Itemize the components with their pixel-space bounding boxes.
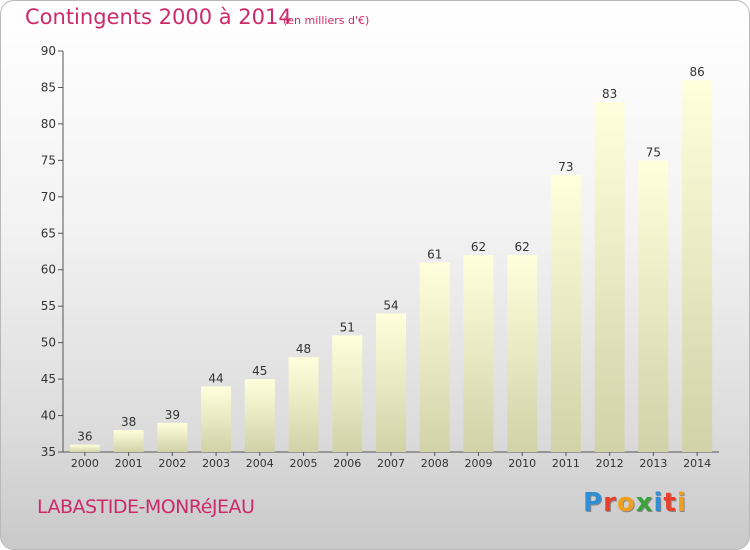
y-tick-label: 75 [41, 153, 56, 167]
x-tick-label: 2010 [508, 457, 536, 470]
x-tick-label: 2007 [377, 457, 405, 470]
data-label-2000: 36 [77, 430, 92, 444]
bar-2001 [113, 430, 144, 452]
data-label-2005: 48 [296, 342, 311, 356]
logo-letter: r [603, 488, 617, 518]
y-tick-label: 90 [41, 44, 56, 58]
x-tick-label: 2008 [421, 457, 449, 470]
x-tick-label: 2000 [71, 457, 99, 470]
x-tick-label: 2005 [290, 457, 318, 470]
bar-2007 [376, 313, 406, 452]
data-label-2009: 62 [471, 240, 486, 254]
bar-2000 [69, 444, 100, 452]
data-label-2008: 61 [427, 247, 442, 261]
data-label-2013: 75 [646, 145, 661, 159]
y-tick-label: 65 [41, 226, 56, 240]
bar-2002 [157, 422, 188, 452]
data-label-2010: 62 [515, 240, 530, 254]
y-tick-label: 85 [41, 80, 56, 94]
logo-letter: P [583, 488, 604, 518]
x-tick-label: 2003 [202, 457, 230, 470]
y-tick-label: 35 [41, 445, 56, 459]
x-tick-label: 2014 [683, 457, 711, 470]
logo-letter: i [653, 488, 664, 518]
y-tick-label: 40 [41, 409, 56, 423]
data-label-2002: 39 [165, 408, 180, 422]
x-tick-label: 2013 [639, 457, 667, 470]
y-tick-label: 70 [41, 190, 56, 204]
bar-2013 [638, 160, 669, 452]
x-tick-label: 2004 [246, 457, 274, 470]
bar-2008 [419, 262, 450, 452]
bar-2003 [201, 386, 232, 452]
bar-2011 [550, 174, 581, 453]
x-tick-label: 2009 [464, 457, 492, 470]
data-label-2006: 51 [340, 320, 355, 334]
data-label-2012: 83 [602, 87, 617, 101]
logo-letter: i [676, 488, 687, 518]
data-label-2007: 54 [383, 298, 398, 312]
proxiti-logo[interactable]: Proxiti [583, 488, 687, 518]
logo-letter: x [635, 488, 654, 518]
bar-2009 [463, 255, 494, 452]
bar-2014 [682, 80, 713, 452]
y-tick-label: 45 [41, 372, 56, 386]
y-tick-label: 80 [41, 117, 56, 131]
y-tick-label: 50 [41, 336, 56, 350]
y-tick-label: 55 [41, 299, 56, 313]
y-tick-label: 60 [41, 263, 56, 277]
bar-2005 [288, 357, 319, 452]
town-name: LABASTIDE-MONRéJEAU [37, 496, 255, 518]
chart-subtitle: (en milliers d'€) [283, 14, 370, 27]
data-label-2003: 44 [208, 371, 223, 385]
data-label-2001: 38 [121, 415, 136, 429]
bar-2010 [507, 255, 538, 452]
x-tick-label: 2006 [333, 457, 361, 470]
x-tick-label: 2011 [552, 457, 580, 470]
bar-2012 [594, 102, 625, 452]
data-label-2014: 86 [689, 65, 704, 79]
bar-2004 [244, 379, 275, 452]
logo-letter: t [663, 488, 677, 518]
x-tick-label: 2002 [158, 457, 186, 470]
data-label-2011: 73 [558, 160, 573, 174]
chart-title: Contingents 2000 à 2014 [25, 5, 292, 29]
data-label-2004: 45 [252, 364, 267, 378]
logo-letter: o [616, 488, 636, 518]
bar-2006 [332, 335, 363, 452]
x-tick-label: 2001 [115, 457, 143, 470]
x-tick-label: 2012 [596, 457, 624, 470]
